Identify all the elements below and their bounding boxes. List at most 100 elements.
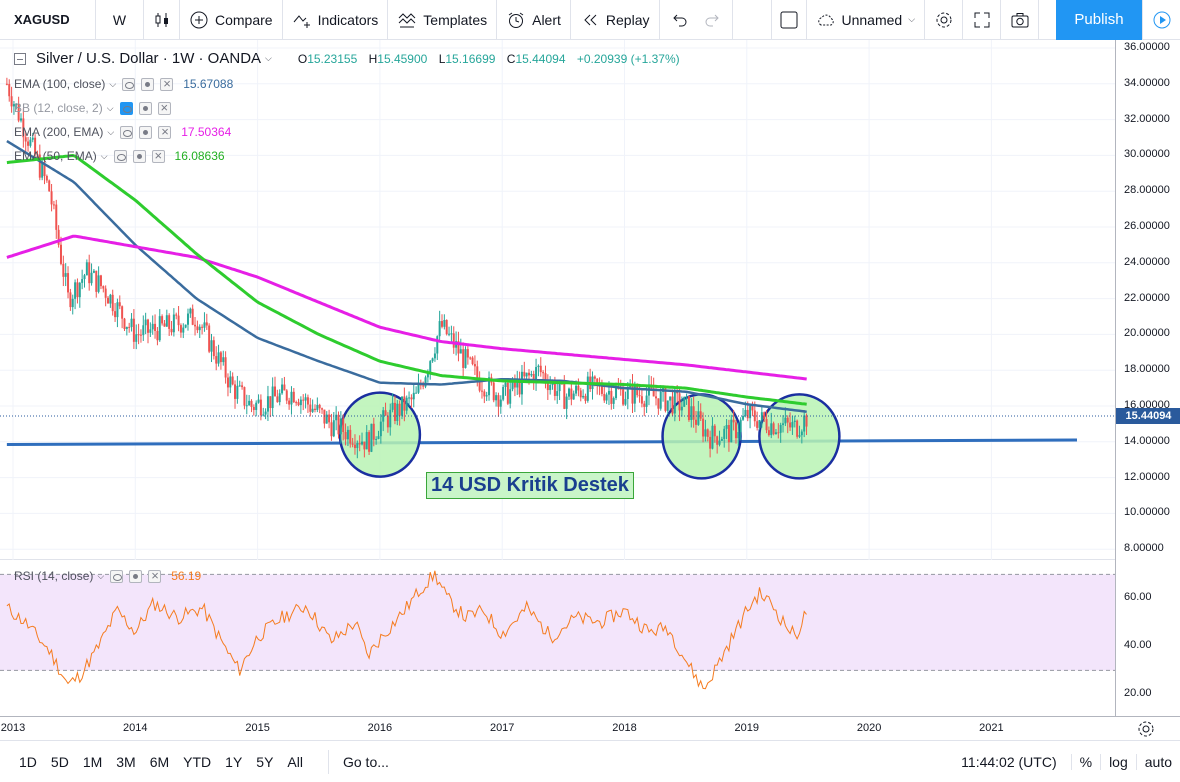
eye-icon[interactable] <box>110 569 124 583</box>
close-icon[interactable] <box>157 100 171 115</box>
candle-body <box>706 429 709 437</box>
candle-body <box>737 432 740 439</box>
gear-icon[interactable] <box>141 77 155 91</box>
candle-body <box>565 396 568 409</box>
candle-body <box>198 326 201 331</box>
candle-body <box>43 163 46 176</box>
alert-button[interactable]: Alert <box>497 0 571 40</box>
indicator-ema100[interactable]: EMA (100, close) ⌵ 15.67088 <box>14 76 233 92</box>
indicator-ema200[interactable]: EMA (200, EMA) ⌵ 17.50364 <box>14 124 231 140</box>
candle-body <box>264 411 267 415</box>
candle-body <box>408 397 411 399</box>
close-icon[interactable] <box>158 124 172 139</box>
interval-button[interactable]: W <box>96 0 144 40</box>
clock[interactable]: 11:44:02 (UTC) <box>961 753 1057 770</box>
candle-body <box>596 378 599 386</box>
undo-icon[interactable] <box>669 10 689 30</box>
range-button-5d[interactable]: 5D <box>50 753 69 770</box>
support-annotation[interactable]: 14 USD Kritik Destek <box>426 472 634 499</box>
log-toggle[interactable]: log <box>1100 753 1136 770</box>
chart-type-button[interactable] <box>144 0 180 40</box>
chevron-down-icon[interactable]: ⌵ <box>97 570 105 581</box>
candle-body <box>535 367 538 384</box>
fullscreen-select-button[interactable] <box>770 0 807 40</box>
price-axis[interactable]: 36.00000 34.00000 32.00000 30.00000 28.00000… <box>1115 40 1180 716</box>
settings-button[interactable] <box>925 0 964 40</box>
candle-body <box>262 414 265 416</box>
snapshot-button[interactable] <box>1001 0 1040 40</box>
gear-icon[interactable] <box>1136 719 1156 739</box>
eye-icon[interactable] <box>122 77 136 91</box>
price-pane[interactable]: Silver / U.S. Dollar · 1W · OANDA ⌵ O15.… <box>0 40 1115 560</box>
indicator-bb[interactable]: BB (12, close, 2) ⌵ <box>14 100 171 115</box>
range-button-1y[interactable]: 1Y <box>225 753 243 770</box>
range-button-all[interactable]: All <box>287 753 303 770</box>
high-label: H <box>368 51 378 66</box>
candle-body <box>375 438 378 440</box>
replay-button[interactable]: Replay <box>571 0 660 40</box>
candle-body <box>633 385 636 404</box>
range-button-6m[interactable]: 6M <box>149 753 170 770</box>
close-icon[interactable] <box>160 76 174 91</box>
chevron-down-icon[interactable]: ⌵ <box>107 126 115 137</box>
candle-body <box>398 403 401 416</box>
gear-icon[interactable] <box>132 149 146 163</box>
redo-icon[interactable] <box>703 10 723 30</box>
symbol-search[interactable]: XAGUSD <box>0 0 96 40</box>
range-button-3m[interactable]: 3M <box>116 753 136 770</box>
gear-icon[interactable] <box>129 569 143 583</box>
rsi-legend[interactable]: RSI (14, close) ⌵ 56.19 <box>14 568 201 584</box>
range-button-1m[interactable]: 1M <box>82 753 103 770</box>
candle-body <box>349 429 352 444</box>
candle-body <box>577 385 580 391</box>
auto-toggle[interactable]: auto <box>1135 753 1180 770</box>
alert-label: Alert <box>532 11 561 28</box>
range-button-1d[interactable]: 1D <box>19 753 37 770</box>
chevron-down-icon[interactable]: ⌵ <box>106 102 114 113</box>
candle-body <box>219 352 222 363</box>
range-button-5y[interactable]: 5Y <box>256 753 274 770</box>
candle-body <box>226 377 229 388</box>
collapse-icon[interactable] <box>14 52 26 65</box>
rsi-pane[interactable]: RSI (14, close) ⌵ 56.19 <box>0 561 1115 716</box>
candle-body <box>777 432 780 434</box>
publish-button[interactable]: Publish <box>1056 0 1142 40</box>
candle-body <box>739 419 742 433</box>
price-tick-label: 36.00000 <box>1124 41 1170 53</box>
compare-button[interactable]: Compare <box>180 0 283 40</box>
eye-icon[interactable] <box>120 125 134 139</box>
candle-body <box>64 273 67 277</box>
play-button[interactable] <box>1142 0 1180 40</box>
gear-icon[interactable] <box>139 125 153 139</box>
candles-icon <box>152 10 172 30</box>
indicator-ema50[interactable]: EMA (50, EMA) ⌵ 16.08636 <box>14 148 225 164</box>
templates-button[interactable]: Templates <box>388 0 498 40</box>
chevron-down-icon[interactable]: ⌵ <box>265 53 272 63</box>
indicator-name: BB (12, close, 2) <box>14 101 103 115</box>
gear-icon[interactable] <box>138 101 152 115</box>
candle-body <box>678 393 681 411</box>
candle-body <box>132 318 135 342</box>
time-axis[interactable]: 2013 2014 2015 2016 2017 2018 2019 2020 2021 <box>0 716 1180 740</box>
percent-toggle[interactable]: % <box>1070 753 1100 770</box>
eye-off-icon[interactable] <box>119 101 133 115</box>
chevron-down-icon: ⌵ <box>908 14 916 24</box>
indicators-button[interactable]: Indicators <box>283 0 389 40</box>
goto-button[interactable]: Go to... <box>327 749 389 774</box>
close-icon[interactable] <box>151 148 165 163</box>
eye-icon[interactable] <box>113 149 127 163</box>
close-icon[interactable] <box>148 568 162 583</box>
range-button-ytd[interactable]: YTD <box>183 753 212 770</box>
fullscreen-button[interactable] <box>963 0 1002 40</box>
candle-body <box>259 399 262 416</box>
candle-body <box>671 396 674 414</box>
chevron-down-icon[interactable]: ⌵ <box>100 150 108 161</box>
square-icon <box>779 10 799 30</box>
candle-body <box>506 382 509 404</box>
layout-menu[interactable]: Unnamed ⌵ <box>807 0 926 40</box>
candle-body <box>29 139 32 146</box>
candle-body <box>593 376 596 379</box>
chevron-down-icon[interactable]: ⌵ <box>109 78 117 89</box>
candle-body <box>711 425 714 449</box>
candle-body <box>504 382 507 387</box>
